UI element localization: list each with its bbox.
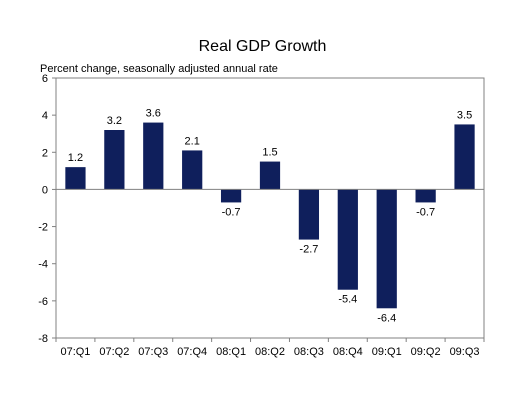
value-label-09:Q3: 3.5 bbox=[457, 109, 472, 121]
value-label-09:Q1: -6.4 bbox=[377, 312, 396, 324]
x-tick-label: 09:Q3 bbox=[450, 346, 480, 358]
x-axis: 07:Q1 07:Q2 07:Q3 07:Q4 08:Q1 08:Q2 08:Q3 08:Q4… bbox=[55, 338, 485, 358]
x-tick-label: 07:Q3 bbox=[138, 346, 168, 358]
y-tick-label: 0 bbox=[42, 184, 48, 196]
y-tick-label: 6 bbox=[42, 73, 48, 85]
bar-09:Q1 bbox=[376, 189, 397, 309]
x-tick-label: 08:Q3 bbox=[294, 346, 324, 358]
x-tick-label: 07:Q2 bbox=[99, 346, 129, 358]
x-tick-label: 08:Q4 bbox=[333, 346, 363, 358]
value-labels-group: 1.2 3.2 3.6 2.1 -0.7 1.5 -2.7 -5.4 -6.4 -0.7 3.5 bbox=[68, 108, 472, 325]
y-tick-label: -2 bbox=[38, 222, 48, 234]
bar-07:Q1 bbox=[65, 167, 86, 190]
bar-09:Q3 bbox=[454, 124, 475, 190]
chart-title: Real GDP Growth bbox=[198, 38, 327, 55]
x-tick-label: 08:Q2 bbox=[255, 346, 285, 358]
x-tick-label: 07:Q4 bbox=[177, 346, 207, 358]
bar-07:Q2 bbox=[104, 130, 125, 190]
y-tick-label: 2 bbox=[42, 147, 48, 159]
bar-07:Q4 bbox=[182, 150, 203, 190]
value-label-08:Q2: 1.5 bbox=[262, 147, 277, 159]
y-tick-label: -4 bbox=[38, 259, 48, 271]
chart-subtitle: Percent change, seasonally adjusted annu… bbox=[40, 63, 278, 75]
value-label-08:Q4: -5.4 bbox=[338, 294, 357, 306]
x-tick-label: 07:Q1 bbox=[60, 346, 90, 358]
plot-area-frame bbox=[55, 77, 485, 339]
x-tick-label: 09:Q2 bbox=[411, 346, 441, 358]
y-tick-label: -8 bbox=[38, 333, 48, 345]
x-tick-label: 09:Q1 bbox=[372, 346, 402, 358]
value-label-08:Q3: -2.7 bbox=[299, 244, 318, 256]
value-label-07:Q3: 3.6 bbox=[146, 108, 161, 120]
y-tick-label: 4 bbox=[42, 110, 48, 122]
bar-08:Q2 bbox=[259, 161, 281, 190]
y-axis: 6 4 2 0 -2 -4 -6 -8 bbox=[38, 73, 56, 345]
y-tick-label: -6 bbox=[38, 296, 48, 308]
value-label-07:Q1: 1.2 bbox=[68, 152, 83, 164]
value-label-07:Q4: 2.1 bbox=[185, 135, 200, 147]
value-label-09:Q2: -0.7 bbox=[416, 206, 435, 218]
bar-07:Q3 bbox=[143, 122, 164, 190]
value-label-08:Q1: -0.7 bbox=[222, 206, 241, 218]
x-tick-label: 08:Q1 bbox=[216, 346, 246, 358]
bars-group bbox=[56, 122, 484, 309]
bar-09:Q2 bbox=[415, 189, 436, 203]
bar-08:Q1 bbox=[220, 189, 242, 203]
value-label-07:Q2: 3.2 bbox=[107, 115, 122, 127]
bar-08:Q3 bbox=[298, 189, 320, 240]
bar-08:Q4 bbox=[337, 189, 358, 290]
